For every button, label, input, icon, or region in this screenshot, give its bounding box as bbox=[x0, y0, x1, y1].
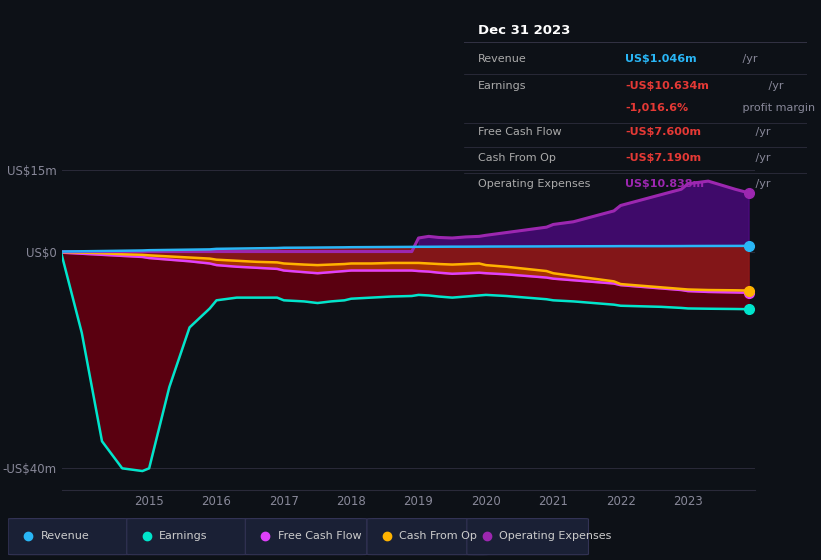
Text: /yr: /yr bbox=[765, 81, 783, 91]
Text: Operating Expenses: Operating Expenses bbox=[499, 531, 612, 541]
Text: /yr: /yr bbox=[752, 153, 771, 163]
Text: -US$7.600m: -US$7.600m bbox=[625, 127, 701, 137]
Text: Cash From Op: Cash From Op bbox=[478, 153, 556, 163]
FancyBboxPatch shape bbox=[8, 519, 130, 554]
Text: /yr: /yr bbox=[752, 127, 771, 137]
Text: Earnings: Earnings bbox=[478, 81, 526, 91]
Text: Dec 31 2023: Dec 31 2023 bbox=[478, 24, 570, 37]
FancyBboxPatch shape bbox=[367, 519, 488, 554]
Text: -US$10.634m: -US$10.634m bbox=[625, 81, 709, 91]
Text: /yr: /yr bbox=[752, 179, 771, 189]
FancyBboxPatch shape bbox=[126, 519, 249, 554]
FancyBboxPatch shape bbox=[245, 519, 367, 554]
FancyBboxPatch shape bbox=[467, 519, 589, 554]
Text: Operating Expenses: Operating Expenses bbox=[478, 179, 590, 189]
Text: US$1.046m: US$1.046m bbox=[625, 54, 697, 64]
Text: profit margin: profit margin bbox=[740, 102, 815, 113]
Text: Revenue: Revenue bbox=[41, 531, 89, 541]
Text: -1,016.6%: -1,016.6% bbox=[625, 102, 688, 113]
Text: -US$7.190m: -US$7.190m bbox=[625, 153, 701, 163]
Text: Revenue: Revenue bbox=[478, 54, 526, 64]
Text: Free Cash Flow: Free Cash Flow bbox=[277, 531, 361, 541]
Text: /yr: /yr bbox=[740, 54, 758, 64]
Text: US$10.838m: US$10.838m bbox=[625, 179, 704, 189]
Text: Free Cash Flow: Free Cash Flow bbox=[478, 127, 562, 137]
Text: Earnings: Earnings bbox=[159, 531, 208, 541]
Text: Cash From Op: Cash From Op bbox=[400, 531, 477, 541]
